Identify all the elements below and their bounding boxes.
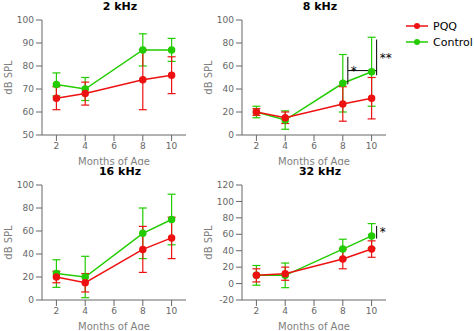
svg-text:10: 10	[366, 141, 378, 151]
svg-text:dB SPL: dB SPL	[8, 225, 14, 260]
svg-text:10: 10	[366, 306, 378, 316]
svg-text:Months of Age: Months of Age	[78, 321, 150, 330]
svg-text:0: 0	[28, 295, 34, 305]
svg-text:10: 10	[166, 306, 178, 316]
svg-text:4: 4	[282, 141, 288, 151]
svg-text:20: 20	[23, 272, 35, 282]
svg-text:80: 80	[223, 213, 235, 223]
html-text:32 kHz: 32 kHz	[299, 165, 341, 178]
svg-text:dB SPL: dB SPL	[203, 60, 214, 95]
svg-text:8: 8	[340, 306, 346, 316]
svg-text:Months of Age: Months of Age	[78, 156, 150, 165]
svg-text:60: 60	[223, 229, 235, 239]
svg-text:-20: -20	[219, 295, 234, 305]
svg-text:80: 80	[23, 61, 35, 71]
svg-text:100: 100	[217, 15, 234, 25]
svg-text:*: *	[380, 225, 386, 239]
html-text:16 kHz: 16 kHz	[99, 165, 141, 178]
svg-text:0: 0	[228, 130, 234, 140]
svg-text:4: 4	[82, 306, 88, 316]
svg-text:60: 60	[223, 61, 235, 71]
svg-text:4: 4	[282, 306, 288, 316]
svg-text:100: 100	[217, 197, 234, 207]
svg-text:40: 40	[223, 246, 235, 256]
svg-text:20: 20	[223, 262, 235, 272]
svg-text:2: 2	[54, 141, 60, 151]
html-text:Control: Control	[433, 35, 473, 49]
svg-text:80: 80	[223, 38, 235, 48]
svg-text:120: 120	[217, 180, 234, 190]
svg-text:10: 10	[166, 141, 178, 151]
svg-text:8: 8	[140, 141, 146, 151]
svg-text:Months of Age: Months of Age	[278, 156, 350, 165]
svg-text:70: 70	[23, 84, 35, 94]
svg-text:100: 100	[17, 180, 34, 190]
svg-text:dB SPL: dB SPL	[8, 60, 14, 95]
html-text:8 kHz: 8 kHz	[302, 0, 338, 13]
svg-text:40: 40	[223, 84, 235, 94]
svg-text:50: 50	[23, 130, 35, 140]
svg-text:2: 2	[254, 306, 260, 316]
svg-text:dB SPL: dB SPL	[203, 225, 214, 260]
svg-text:100: 100	[17, 15, 34, 25]
svg-text:6: 6	[111, 306, 117, 316]
svg-text:40: 40	[23, 249, 35, 259]
svg-text:**: **	[380, 51, 392, 65]
svg-text:60: 60	[23, 226, 35, 236]
svg-text:6: 6	[311, 141, 317, 151]
svg-text:90: 90	[23, 38, 35, 48]
svg-text:60: 60	[23, 107, 35, 117]
svg-text:20: 20	[223, 107, 235, 117]
svg-text:80: 80	[23, 203, 35, 213]
svg-text:4: 4	[82, 141, 88, 151]
svg-text:2: 2	[54, 306, 60, 316]
svg-text:8: 8	[140, 306, 146, 316]
html-text:2 kHz: 2 kHz	[102, 0, 138, 13]
svg-text:Months of Age: Months of Age	[278, 321, 350, 330]
svg-text:2: 2	[254, 141, 260, 151]
svg-text:*: *	[351, 64, 357, 78]
svg-text:6: 6	[311, 306, 317, 316]
svg-text:0: 0	[228, 279, 234, 289]
svg-text:6: 6	[111, 141, 117, 151]
svg-text:8: 8	[340, 141, 346, 151]
html-text:PQQ: PQQ	[433, 19, 457, 33]
